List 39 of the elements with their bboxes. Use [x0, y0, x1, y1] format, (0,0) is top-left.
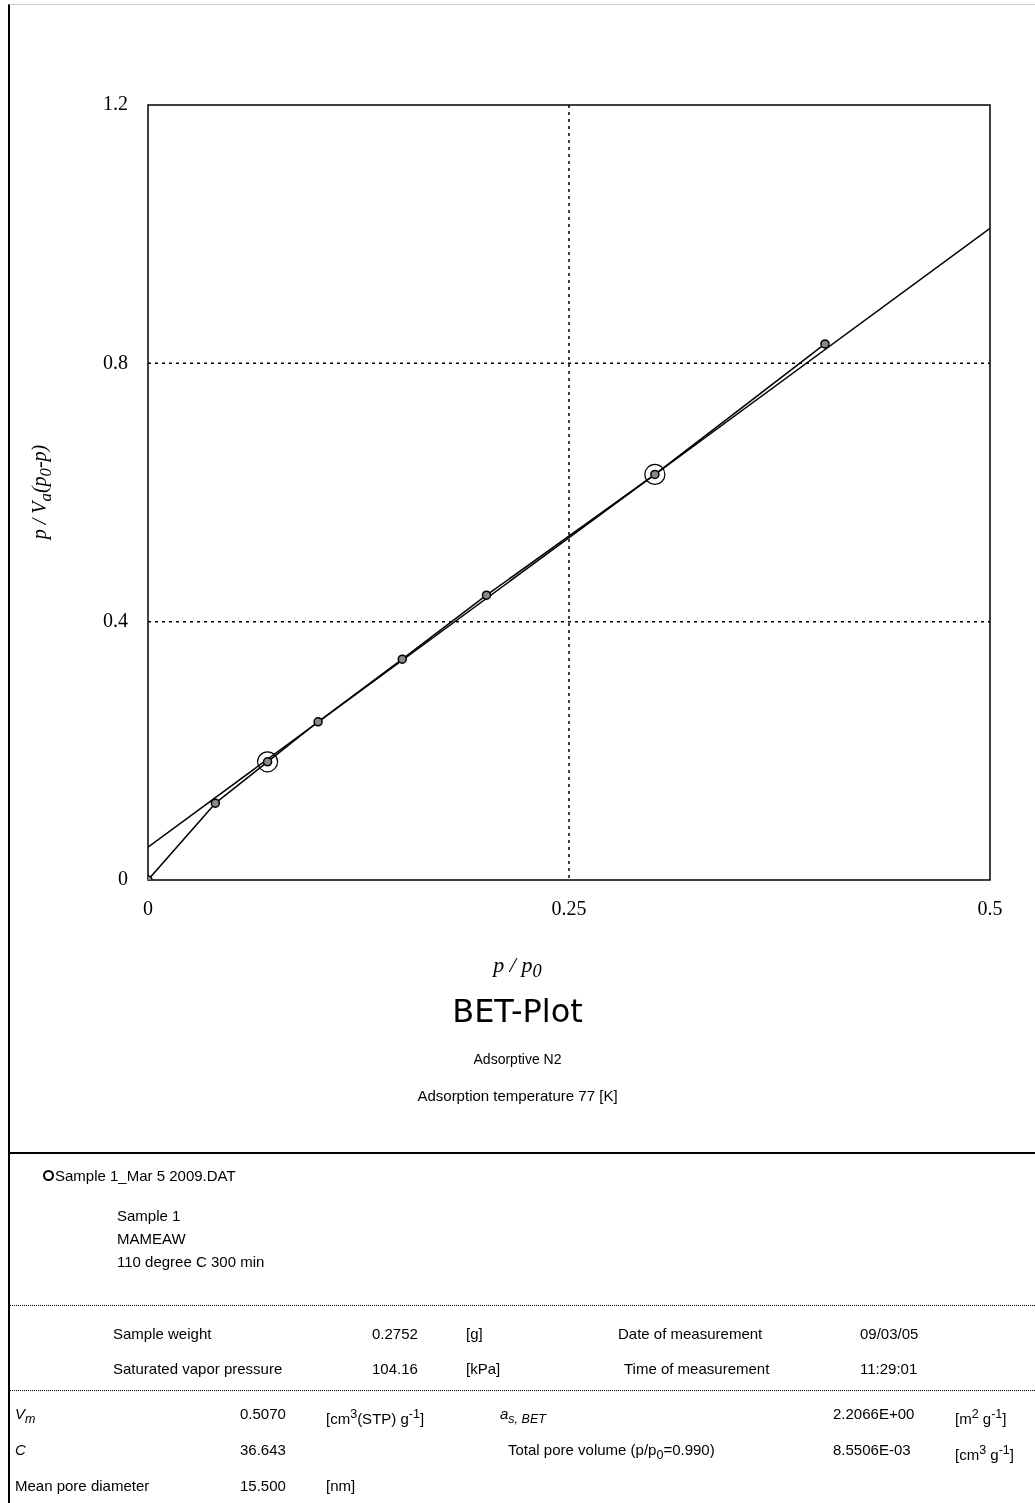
text: Mean pore diameter: [15, 1477, 150, 1495]
x-tick-label: 0.5: [977, 897, 1003, 920]
text: 110 degree C 300 min: [117, 1253, 265, 1271]
text: Date of measurement: [618, 1325, 763, 1343]
text: Saturated vapor pressure: [113, 1360, 283, 1378]
text: 2.2066E+00: [833, 1405, 915, 1423]
text: 09/03/05: [860, 1325, 919, 1343]
text: 0.5070: [240, 1405, 286, 1423]
x-axis-title: p / p$_{0}$: [491, 952, 543, 983]
text: Total pore volume (p/p$_{0}$=0.990): [508, 1441, 715, 1464]
text: [m$^{2}$ g$^{-1}$]: [955, 1406, 1007, 1428]
text: Time of measurement: [624, 1360, 770, 1378]
x-tick-label: 0.25: [551, 897, 587, 920]
text: a$_{s, BET}$: [500, 1405, 546, 1428]
x-tick-label: 0: [143, 897, 153, 920]
text: 0.2752: [372, 1325, 418, 1343]
text: Adsorptive N2: [472, 1051, 563, 1067]
text: 15.500: [240, 1477, 286, 1495]
text: Sample weight: [113, 1325, 212, 1343]
text: C: [15, 1441, 26, 1459]
text: 36.643: [240, 1441, 286, 1459]
text: MAMEAW: [117, 1230, 186, 1248]
y-tick-label: 0.4: [103, 608, 128, 631]
y-tick-label: 0: [118, 867, 128, 890]
text: 11:29:01: [860, 1360, 918, 1378]
text: [cm$^{3}$(STP) g$^{-1}$]: [326, 1406, 425, 1428]
text: Sample 1: [117, 1207, 181, 1225]
y-tick-label: 1.2: [103, 92, 128, 115]
text: [g]: [466, 1325, 483, 1343]
y-tick-label: 0.8: [103, 350, 128, 373]
text: 104.16: [372, 1360, 418, 1378]
text: [nm]: [326, 1477, 356, 1495]
text: Sample 1_Mar 5 2009.DAT: [55, 1167, 236, 1185]
text: 8.5506E-03: [833, 1441, 911, 1459]
text: Adsorption temperature 77 [K]: [416, 1087, 619, 1105]
text: [cm$^{3}$ g$^{-1}$]: [955, 1442, 1014, 1464]
text: V$_{m}$: [15, 1405, 36, 1428]
text: [kPa]: [466, 1360, 501, 1378]
text: BET-Plot: [451, 992, 584, 1030]
